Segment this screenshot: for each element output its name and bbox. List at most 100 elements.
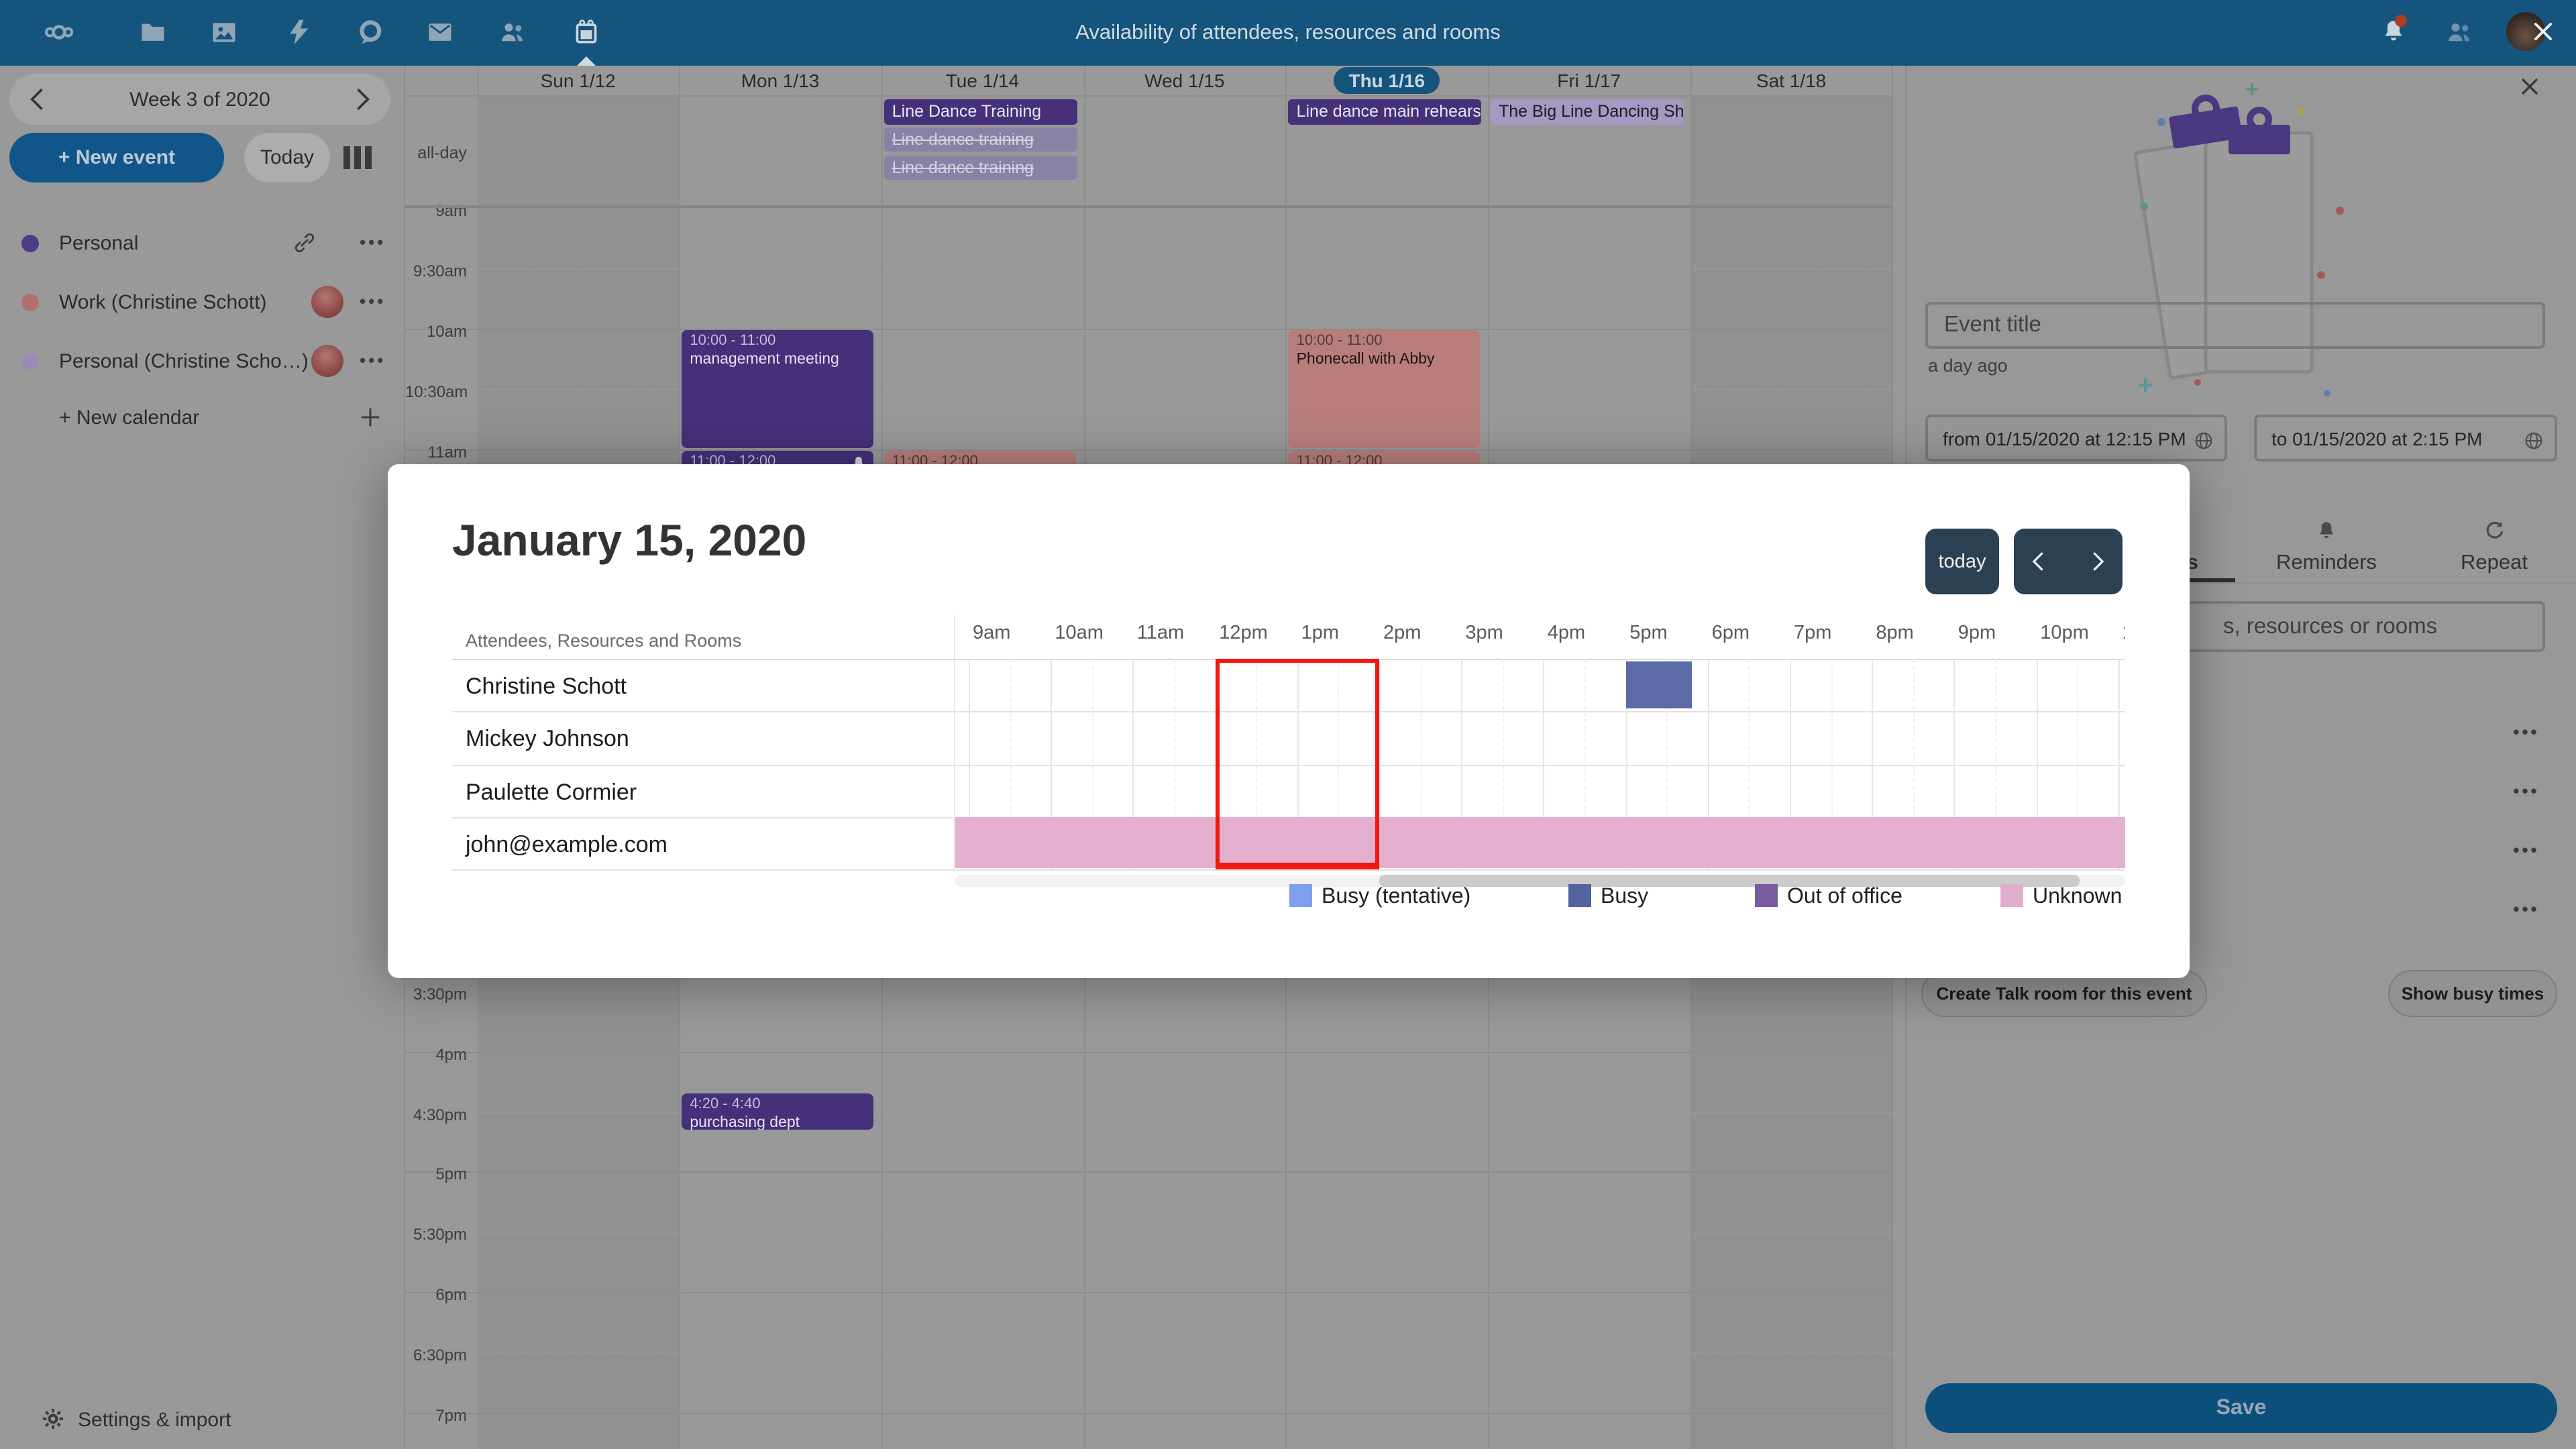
save-button[interactable]: Save	[1925, 1383, 2557, 1433]
close-icon[interactable]	[2518, 75, 2541, 98]
attendee-row-name: john@example.com	[466, 831, 667, 857]
sidebar-item-calendar[interactable]: Work (Christine Schott) •••	[0, 280, 404, 323]
next-day-button[interactable]	[2085, 549, 2110, 574]
end-date-input[interactable]: to 01/15/2020 at 2:15 PM	[2254, 415, 2557, 462]
attendee-more-button[interactable]: •••	[2513, 722, 2540, 742]
modal-grid-line	[1625, 659, 1627, 869]
day-header-label: Tue 1/14	[945, 70, 1020, 91]
timezone-globe-icon[interactable]	[2192, 429, 2215, 452]
attendee-row-name: Mickey Johnson	[466, 726, 629, 752]
tab-reminders[interactable]: Reminders	[2253, 519, 2400, 578]
activity-icon[interactable]	[283, 17, 313, 47]
day-header-label: Thu 1/16	[1348, 70, 1426, 91]
time-axis-label: 4pm	[435, 1044, 467, 1064]
next-week-button[interactable]	[347, 85, 377, 114]
tab-repeat[interactable]: Repeat	[2420, 519, 2568, 578]
calendar-icon[interactable]	[572, 17, 601, 47]
all-day-event[interactable]: Line Dance Training	[883, 99, 1077, 125]
notification-badge	[2395, 15, 2407, 27]
start-date-input[interactable]: from 01/15/2020 at 12:15 PM	[1925, 415, 2227, 462]
day-header[interactable]: Wed 1/15	[1083, 66, 1285, 95]
grid-line	[405, 268, 1892, 270]
user-avatar[interactable]	[2506, 12, 2545, 51]
all-day-event[interactable]: The Big Line Dancing Show	[1491, 99, 1684, 125]
sidebar-item-calendar[interactable]: Personal (Christine Scho…) •••	[0, 339, 404, 382]
modal-today-button[interactable]: today	[1925, 529, 1999, 594]
modal-grid-line	[1051, 659, 1053, 869]
calendar-event[interactable]: 4:20 - 4:40 purchasing dept	[682, 1093, 873, 1130]
modal-table-divider	[954, 614, 955, 872]
time-axis-label: 7pm	[435, 1406, 467, 1425]
calendar-color-dot	[21, 353, 39, 370]
modal-availability-grid[interactable]	[955, 659, 2125, 869]
calendar-event[interactable]: 10:00 - 11:00 Phonecall with Abby	[1288, 329, 1480, 448]
contacts-menu-icon[interactable]	[2445, 17, 2474, 47]
grid-line	[405, 1413, 1892, 1414]
day-header[interactable]: Tue 1/14	[881, 66, 1083, 95]
timezone-globe-icon[interactable]	[2522, 429, 2545, 452]
legend-label: Busy (tentative)	[1322, 885, 1471, 908]
today-button[interactable]: Today	[244, 133, 330, 182]
day-header-label: Fri 1/17	[1557, 70, 1621, 91]
settings-label: Settings & import	[78, 1409, 231, 1432]
view-toggle-icon[interactable]	[343, 146, 378, 169]
talk-icon[interactable]	[356, 17, 385, 47]
modal-grid-halfline	[1091, 659, 1093, 869]
calendar-event[interactable]: 10:00 - 11:00 management meeting	[682, 329, 873, 448]
day-header[interactable]: Fri 1/17	[1488, 66, 1690, 95]
calendar-more-button[interactable]: •••	[360, 232, 386, 252]
new-calendar-button[interactable]: + New calendar	[0, 400, 404, 440]
event-time: 4:20 - 4:40	[690, 1095, 761, 1112]
contacts-icon[interactable]	[498, 17, 527, 47]
time-axis-label: 11am	[427, 442, 467, 462]
photos-icon[interactable]	[209, 17, 239, 47]
start-date-value: from 01/15/2020 at 12:15 PM	[1943, 427, 2186, 449]
all-day-label: all-day	[417, 144, 467, 162]
event-title-input[interactable]: Event title	[1925, 302, 2545, 349]
new-event-button[interactable]: + New event	[9, 133, 224, 182]
day-header[interactable]: Sun 1/12	[477, 66, 679, 95]
selected-time-range	[1215, 659, 1379, 869]
all-day-event[interactable]: Line dance training	[883, 127, 1077, 152]
modal-grid-line	[2118, 659, 2120, 869]
legend-swatch-busy	[1568, 884, 1591, 907]
sidebar-item-calendar[interactable]: Personal •••	[0, 221, 404, 264]
modal-grid-halfline	[1831, 659, 1833, 869]
mail-icon[interactable]	[425, 17, 455, 47]
modal-grid-line	[1297, 659, 1299, 869]
week-switcher[interactable]: Week 3 of 2020	[9, 74, 390, 125]
time-axis-label: 5pm	[435, 1165, 467, 1184]
day-header-label: Mon 1/13	[741, 70, 820, 91]
calendar-more-button[interactable]: •••	[360, 291, 386, 311]
share-link-icon[interactable]	[292, 231, 317, 255]
nextcloud-logo-icon[interactable]	[44, 17, 74, 47]
settings-import[interactable]: Settings & import	[0, 1399, 404, 1440]
day-header[interactable]: Mon 1/13	[679, 66, 881, 95]
show-busy-times-button[interactable]: Show busy times	[2388, 970, 2557, 1017]
calendar-more-button[interactable]: •••	[360, 350, 386, 370]
attendee-more-button[interactable]: •••	[2513, 899, 2540, 919]
modal-hour-label: 4pm	[1547, 623, 1586, 644]
section-border	[405, 205, 1892, 208]
attendee-search-input[interactable]: s, resources or rooms	[1925, 601, 2545, 652]
modal-hour-label: 5pm	[1629, 623, 1668, 644]
attendees-table-header: Attendees, Resources and Rooms	[466, 631, 742, 651]
modal-row-border	[452, 869, 2125, 871]
day-header-selected[interactable]: Thu 1/16	[1286, 66, 1488, 95]
modal-grid-halfline	[1174, 659, 1175, 869]
attendee-more-button[interactable]: •••	[2513, 781, 2540, 801]
files-icon[interactable]	[138, 17, 168, 47]
notifications-bell-icon[interactable]	[2379, 15, 2408, 47]
modal-grid-halfline	[2077, 659, 2079, 869]
attendee-more-button[interactable]: •••	[2513, 840, 2540, 860]
all-day-event[interactable]: Line dance training	[883, 155, 1077, 179]
previous-week-button[interactable]	[23, 85, 52, 114]
grid-line	[405, 1232, 1892, 1234]
modal-scrollbar-thumb[interactable]	[1379, 875, 2080, 887]
end-date-value: to 01/15/2020 at 2:15 PM	[2271, 427, 2483, 449]
day-header[interactable]: Sat 1/18	[1690, 66, 1892, 95]
all-day-event[interactable]: Line dance main rehearsal	[1288, 99, 1481, 125]
previous-day-button[interactable]	[2026, 549, 2051, 574]
grid-line	[405, 1112, 1892, 1113]
modal-grid-halfline	[1995, 659, 1996, 869]
